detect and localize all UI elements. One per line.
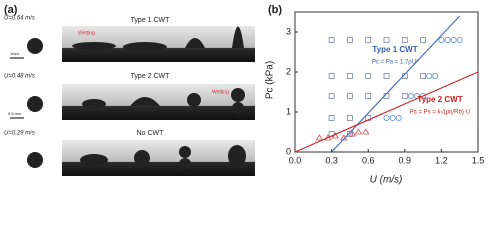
annotation: Pc = Pa = 1.7ρU² — [372, 60, 418, 66]
square-marker — [383, 73, 390, 79]
square-marker — [420, 37, 427, 43]
circle-marker — [432, 73, 439, 80]
x-tick-label: 0.3 — [325, 155, 338, 165]
y-tick-label: 3 — [286, 26, 291, 36]
circle-marker — [426, 73, 433, 80]
regime-label: Type 1 CWT — [131, 17, 171, 24]
regime-label: No CWT — [137, 130, 165, 137]
square-marker — [401, 93, 408, 99]
square-marker — [346, 37, 353, 43]
y-axis-label: Pc (kPa) — [265, 61, 276, 99]
speed-label: U=0.48 m/s — [4, 74, 35, 80]
regime-label: Type 2 CWT — [131, 73, 171, 80]
triangle-marker — [348, 130, 357, 137]
x-tick-label: 0.9 — [399, 155, 412, 165]
speed-label: U=0.29 m/s — [4, 131, 35, 137]
square-marker — [328, 37, 335, 43]
annotation: Pc = Ps = k√(ρη/Rb)·U — [410, 109, 470, 116]
speed-label: U=0.64 m/s — [4, 16, 35, 22]
y-tick-label: 2 — [286, 66, 291, 76]
x-axis-label: U (m/s) — [370, 175, 403, 186]
square-marker — [365, 37, 372, 43]
circle-marker — [444, 37, 451, 44]
square-marker — [328, 73, 335, 79]
triangle-marker — [315, 134, 324, 141]
x-tick-label: 1.2 — [435, 155, 448, 165]
circle-marker — [383, 115, 390, 122]
y-tick-label: 0 — [286, 146, 291, 156]
square-marker — [365, 93, 372, 99]
y-tick-label: 1 — [286, 106, 291, 116]
panel-label: (b) — [268, 4, 282, 16]
square-marker — [346, 93, 353, 99]
triangle-marker — [354, 128, 363, 135]
circle-marker — [450, 37, 457, 44]
plot-frame — [294, 11, 479, 153]
note: Wetting — [212, 89, 229, 95]
annotation: Type 1 CWT — [372, 45, 417, 54]
annotation: Type 2 CWT — [417, 95, 462, 104]
circle-marker — [420, 93, 427, 100]
circle-marker — [456, 37, 463, 44]
fit-line — [331, 15, 461, 153]
circle-marker — [389, 115, 396, 122]
photo-strips — [10, 26, 255, 176]
note: Wetting — [78, 30, 95, 36]
square-marker — [346, 115, 353, 121]
scale-bar-label: 0.5 mm — [8, 111, 22, 116]
square-marker — [346, 131, 353, 137]
x-tick-label: 0.6 — [362, 155, 375, 165]
square-marker — [328, 115, 335, 121]
fit-line — [294, 71, 479, 153]
square-marker — [420, 73, 427, 79]
square-marker — [365, 73, 372, 79]
square-marker — [346, 73, 353, 79]
square-marker — [328, 93, 335, 99]
x-tick-label: 1.5 — [472, 155, 485, 165]
square-marker — [401, 37, 408, 43]
figure: (a) U=0.64 m/s Type 1 CWT Wetting U=0.48… — [4, 4, 485, 186]
square-marker — [383, 37, 390, 43]
circle-marker — [395, 115, 402, 122]
panel-label: (a) — [4, 4, 18, 16]
circle-marker — [438, 37, 445, 44]
scale-bar-label: 1mm — [10, 51, 20, 56]
circle-marker — [407, 93, 414, 100]
x-tick-label: 0.0 — [289, 155, 302, 165]
triangle-marker — [362, 128, 370, 135]
